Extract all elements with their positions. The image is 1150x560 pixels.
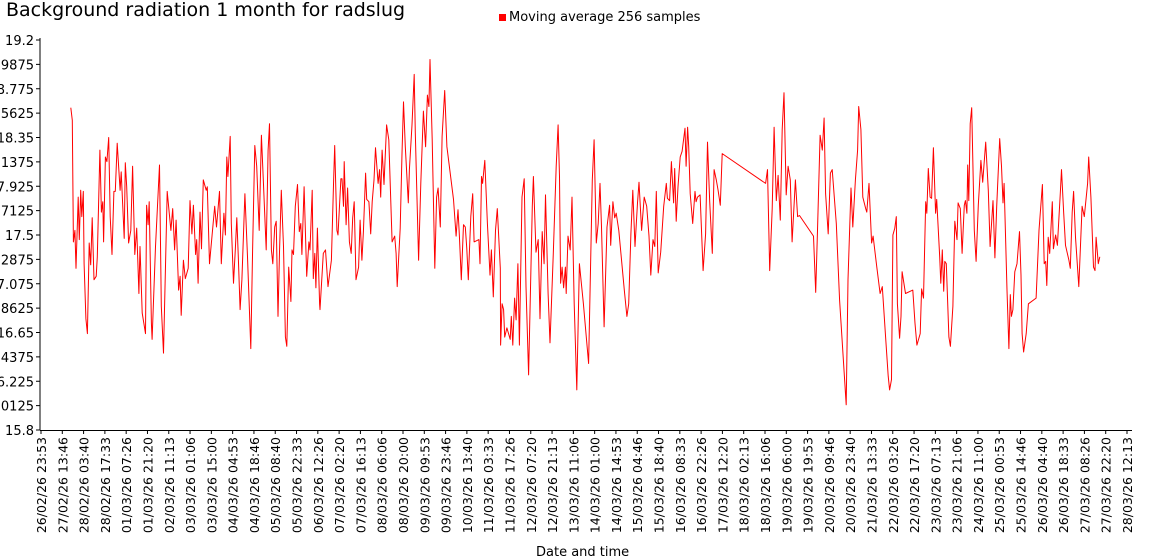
x-tick-label: 22/03/26 03:26: [886, 437, 901, 533]
x-tick-label: 27/02/26 13:46: [55, 437, 70, 533]
y-tick-label: 19.2: [5, 34, 34, 49]
x-tick-label: 15/03/26 18:40: [652, 437, 667, 533]
x-tick-label: 28/02/26 03:40: [77, 437, 92, 533]
x-tick-label: 05/03/26 08:40: [268, 437, 283, 533]
y-tick-label: 17.2875: [0, 253, 34, 268]
x-tick-label: 18/03/26 02:13: [737, 437, 752, 533]
x-tick-label: 01/03/26 21:20: [140, 437, 155, 533]
x-tick-label: 24/03/26 11:00: [971, 437, 986, 533]
x-tick-label: 10/03/26 13:40: [460, 437, 475, 533]
chart-title: Background radiation 1 month for radslug: [6, 0, 406, 21]
x-tick-label: 13/03/26 11:06: [566, 437, 581, 533]
x-tick-label: 23/03/26 07:13: [928, 437, 943, 533]
y-tick-label: 18.1375: [0, 156, 34, 171]
x-tick-label: 21/03/26 13:33: [864, 437, 879, 533]
x-tick-label: 28/03/26 12:13: [1120, 437, 1135, 533]
x-tick-label: 11/03/26 17:26: [502, 437, 517, 533]
y-tick-label: 18.9875: [0, 58, 34, 73]
x-tick-label: 11/03/26 03:33: [481, 437, 496, 533]
x-tick-label: 02/03/26 11:13: [162, 437, 177, 533]
legend-label: Moving average 256 samples: [509, 10, 701, 25]
x-tick-label: 27/03/26 08:26: [1077, 437, 1092, 533]
x-tick-label: 12/03/26 07:20: [524, 437, 539, 533]
series-line-moving-average: [70, 59, 1101, 406]
x-tick-label: 16/03/26 22:26: [694, 437, 709, 533]
x-tick-label: 27/03/26 22:20: [1099, 437, 1114, 533]
x-tick-label: 28/02/26 17:33: [98, 437, 113, 533]
x-tick-label: 25/03/26 14:46: [1014, 437, 1029, 533]
y-tick-label: 18.775: [0, 83, 34, 98]
x-tick-label: 06/03/26 12:26: [311, 437, 326, 533]
y-tick-label: 17.925: [0, 180, 34, 195]
legend-swatch: [499, 14, 506, 21]
y-tick-label: 17.075: [0, 278, 34, 293]
y-tick-label: 16.65: [0, 327, 34, 342]
legend: Moving average 256 samples: [499, 10, 700, 25]
x-tick-label: 12/03/26 21:13: [545, 437, 560, 533]
x-tick-label: 15/03/26 04:46: [630, 437, 645, 533]
x-tick-label: 04/03/26 04:53: [226, 437, 241, 533]
x-tick-label: 09/03/26 23:46: [439, 437, 454, 533]
x-axis-ticks: 26/02/26 23:53 27/02/26 13:46 28/02/26 03:…: [34, 430, 1135, 533]
y-tick-label: 16.0125: [0, 400, 34, 415]
x-tick-label: 18/03/26 16:06: [758, 437, 773, 533]
y-tick-label: 18.35: [0, 132, 34, 147]
y-tick-label: 16.225: [0, 375, 34, 390]
x-tick-label: 03/03/26 15:00: [204, 437, 219, 533]
x-tick-label: 01/03/26 07:26: [119, 437, 134, 533]
x-tick-label: 19/03/26 06:00: [779, 437, 794, 533]
y-tick-label: 17.7125: [0, 205, 34, 220]
y-tick-label: 17.5: [5, 229, 34, 244]
x-tick-label: 08/03/26 06:06: [375, 437, 390, 533]
x-tick-label: 26/02/26 23:53: [34, 437, 49, 533]
x-tick-label: 20/03/26 23:40: [843, 437, 858, 533]
x-tick-label: 23/03/26 21:06: [950, 437, 965, 533]
x-tick-label: 19/03/26 19:53: [801, 437, 816, 533]
x-tick-label: 26/03/26 18:33: [1056, 437, 1071, 533]
x-tick-label: 08/03/26 20:00: [396, 437, 411, 533]
x-tick-label: 22/03/26 17:20: [907, 437, 922, 533]
y-axis-ticks: 15.8 16.0125 16.225 16.4375 16.65 16.8625 17.0…: [0, 34, 40, 439]
y-tick-label: 18.5625: [0, 107, 34, 122]
x-tick-label: 04/03/26 18:46: [247, 437, 262, 533]
x-tick-label: 05/03/26 22:33: [290, 437, 305, 533]
x-axis-label: Date and time: [536, 545, 630, 560]
y-tick-label: 16.4375: [0, 351, 34, 366]
x-tick-label: 20/03/26 09:46: [822, 437, 837, 533]
y-tick-label: 15.8: [5, 424, 34, 439]
y-tick-label: 16.8625: [0, 302, 34, 317]
x-tick-label: 16/03/26 08:33: [673, 437, 688, 533]
x-tick-label: 14/03/26 01:00: [588, 437, 603, 533]
x-tick-label: 09/03/26 09:53: [417, 437, 432, 533]
x-tick-label: 07/03/26 02:20: [332, 437, 347, 533]
x-tick-label: 17/03/26 12:20: [715, 437, 730, 533]
x-tick-label: 03/03/26 01:06: [183, 437, 198, 533]
x-tick-label: 25/03/26 00:53: [992, 437, 1007, 533]
x-tick-label: 26/03/26 04:40: [1035, 437, 1050, 533]
series-group: [70, 59, 1101, 406]
x-tick-label: 07/03/26 16:13: [353, 437, 368, 533]
x-tick-label: 14/03/26 14:53: [609, 437, 624, 533]
